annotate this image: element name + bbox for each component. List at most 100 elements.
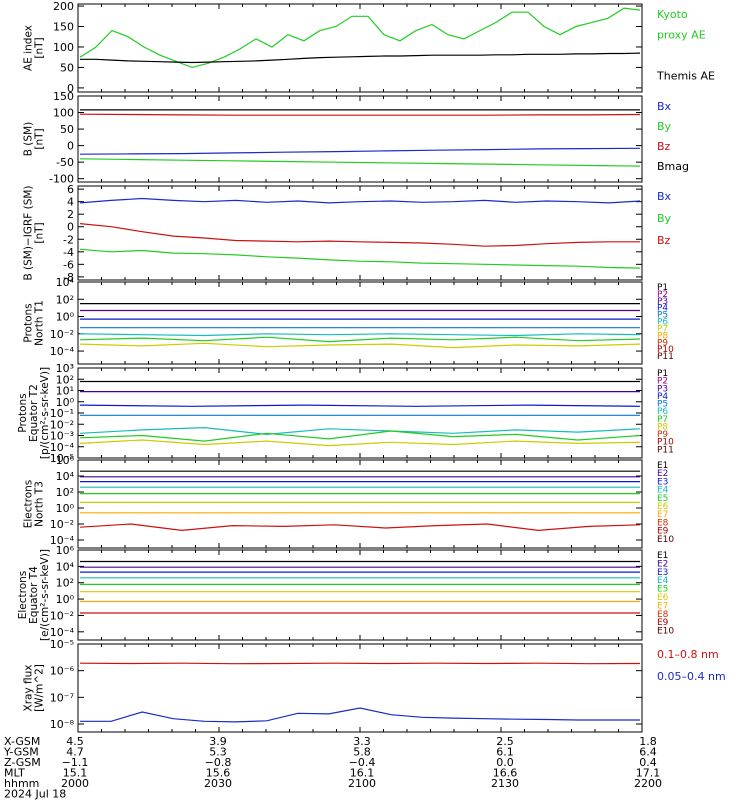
series-line-0-05-0-4-nm	[80, 707, 640, 723]
ephemeris-value: −0.4	[349, 756, 376, 769]
y-tick-label: 200	[53, 0, 74, 13]
ephemeris-value: −0.8	[205, 756, 232, 769]
ephemeris-value: 17.1	[636, 767, 661, 780]
y-axis-label: Electrons	[23, 480, 35, 529]
ephemeris-value: 6.4	[639, 746, 657, 759]
y-tick-label: 10¹	[56, 385, 74, 398]
series-line-p6	[79, 426, 641, 436]
date-label: 2024 Jul 18	[4, 788, 66, 801]
legend-entry: Bz	[657, 140, 671, 153]
ephemeris-value: 2.5	[496, 735, 514, 748]
legend-entry: E10	[657, 535, 674, 545]
legend-entry: E6	[657, 593, 669, 603]
panel-frame	[77, 281, 643, 365]
y-axis-label: North T1	[34, 300, 46, 346]
y-axis-label: Equator T4	[28, 566, 40, 624]
legend-entry: E4	[657, 486, 669, 496]
legend-entry: P2	[657, 377, 668, 387]
panel-frame	[77, 549, 643, 641]
legend-entry: E1	[657, 461, 668, 471]
y-tick-label: 50	[60, 61, 74, 74]
y-tick-label: 2	[67, 208, 74, 221]
y-tick-label: -50	[56, 156, 74, 169]
series-line-bz	[79, 248, 641, 269]
series-line-by	[79, 113, 641, 116]
y-tick-label: 10³	[56, 362, 74, 375]
legend-entry: E2	[657, 469, 668, 479]
series-line-e8	[79, 523, 641, 532]
ephemeris-value: 2030	[204, 777, 232, 790]
legend-entry: P10	[657, 438, 674, 448]
y-tick-label: 10⁶	[56, 454, 75, 467]
y-tick-label: 10⁶	[56, 544, 75, 557]
legend-entry: E6	[657, 502, 669, 512]
y-tick-label: 10⁻⁴	[50, 345, 75, 358]
y-tick-label: 50	[60, 123, 74, 136]
legend-entry: P8	[657, 331, 668, 341]
legend-entry: E4	[657, 576, 669, 586]
y-tick-label: 10⁻²	[50, 418, 74, 431]
y-tick-label: 0	[67, 82, 74, 95]
legend-entry: E10	[657, 627, 674, 637]
legend-entry: Bmag	[657, 160, 689, 173]
legend-entry: P4	[657, 304, 668, 314]
legend-entry: E2	[657, 559, 668, 569]
y-tick-label: 10⁰	[56, 593, 75, 606]
legend-entry: P11	[657, 445, 674, 455]
y-axis-label: AE index	[23, 25, 35, 71]
y-tick-label: -4	[63, 246, 74, 259]
y-axis-label: [nT]	[34, 128, 46, 149]
y-tick-label: 10⁻²	[50, 609, 74, 622]
ephemeris-row-label: MLT	[4, 767, 25, 780]
ephemeris-row-label: hhmm	[4, 777, 39, 790]
ephemeris-row-label: X-GSM	[4, 735, 40, 748]
y-tick-label: 10²	[56, 373, 74, 386]
legend-entry: P9	[657, 430, 668, 440]
legend-entry: By	[657, 212, 672, 225]
legend-entry: proxy AE	[657, 29, 706, 42]
y-tick-label: 10⁰	[56, 502, 75, 515]
series-line-bmag	[79, 158, 641, 167]
legend-entry: P7	[657, 415, 668, 425]
y-tick-label: 10²	[56, 577, 74, 590]
legend-entry: P7	[657, 324, 668, 334]
legend-entry: P3	[657, 297, 668, 307]
series-line-p7	[79, 336, 641, 343]
ephemeris-value: 15.1	[63, 767, 88, 780]
legend-entry: E9	[657, 618, 669, 628]
y-tick-label: 100	[53, 107, 74, 120]
ephemeris-value: 5.3	[209, 746, 227, 759]
legend-entry: P6	[657, 318, 668, 328]
legend-entry: P8	[657, 422, 668, 432]
legend-entry: E8	[657, 610, 669, 620]
legend-entry: E7	[657, 510, 668, 520]
series-line-p6	[79, 333, 641, 337]
series-line-p4	[79, 404, 641, 407]
series-line-bz	[79, 147, 641, 155]
legend-entry: P2	[657, 290, 668, 300]
y-axis-label: B (SM)−IGRF (SM)	[23, 185, 35, 280]
y-tick-label: 10⁴	[56, 470, 75, 483]
y-tick-label: 10⁻⁶	[50, 665, 75, 678]
legend-entry: Bz	[657, 234, 671, 247]
ephemeris-value: 15.6	[206, 767, 231, 780]
ephemeris-value: 2000	[61, 777, 89, 790]
legend-entry: E8	[657, 518, 669, 528]
legend-entry: E3	[657, 477, 668, 487]
ephemeris-row-label: Y-GSM	[3, 746, 39, 759]
y-tick-label: -6	[63, 258, 74, 271]
y-axis-label: B (SM)	[23, 122, 35, 156]
legend-entry: Themis AE	[656, 70, 715, 83]
y-tick-label: 6	[67, 183, 74, 196]
y-axis-label: [p/(cm²-s-sr-keV)]	[39, 367, 51, 459]
y-tick-label: 10⁻²	[50, 518, 74, 531]
panel-7: 10⁶ 10⁴ 10² 10⁰ 10⁻² 10⁻⁴ Electrons Equator T4[…	[17, 544, 674, 641]
legend-entry: E1	[657, 551, 668, 561]
y-axis-label: [nT]	[34, 222, 46, 243]
ephemeris-value: 1.8	[639, 735, 657, 748]
